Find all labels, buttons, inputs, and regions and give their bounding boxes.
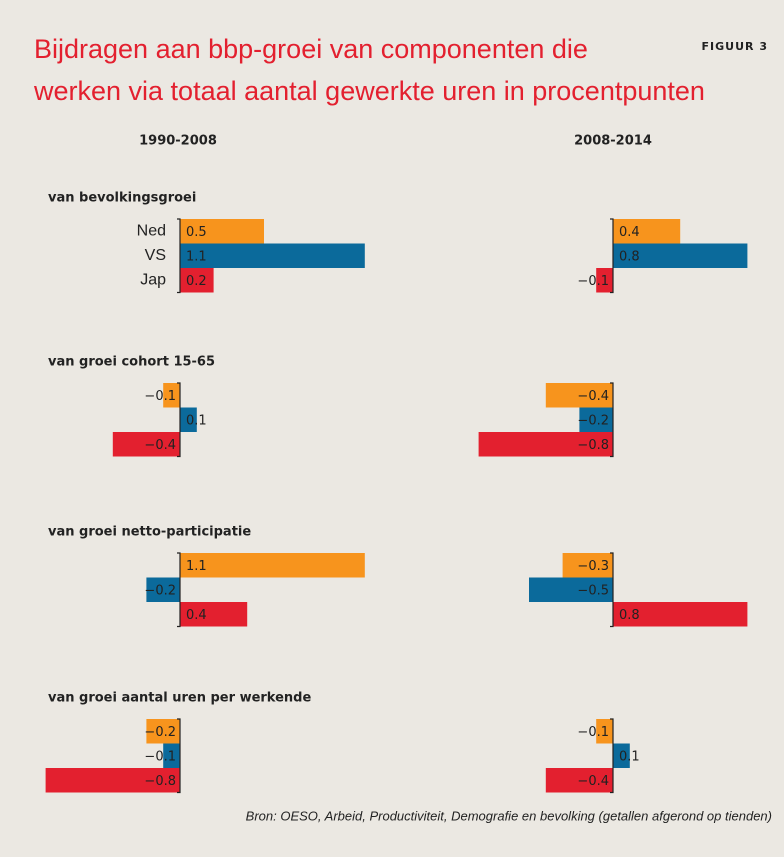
value-label: 1.1 xyxy=(186,559,207,574)
value-label: 0.5 xyxy=(186,225,207,240)
value-label: 0.8 xyxy=(619,249,640,264)
bar xyxy=(579,407,613,432)
zero-bracket xyxy=(177,718,181,794)
value-label: 0.1 xyxy=(186,413,207,428)
bar xyxy=(613,243,748,268)
zero-bracket xyxy=(177,552,181,628)
bar xyxy=(180,243,365,268)
zero-bracket xyxy=(610,552,614,628)
bar xyxy=(596,719,613,744)
bar xyxy=(613,602,748,627)
bar xyxy=(180,219,264,244)
column-header: 1990-2008 xyxy=(139,134,217,149)
bar xyxy=(146,577,180,602)
row-title: van groei aantal uren per werkende xyxy=(48,691,311,706)
bar xyxy=(529,577,613,602)
value-label: 1.1 xyxy=(186,249,207,264)
value-label: 0.4 xyxy=(186,608,207,623)
value-label: −0.4 xyxy=(577,389,609,404)
value-label: −0.1 xyxy=(577,274,609,289)
source: Bron: OESO, Arbeid, Productiviteit, Demo… xyxy=(246,808,772,823)
bar xyxy=(146,719,180,744)
value-label: −0.3 xyxy=(577,559,609,574)
value-label: −0.1 xyxy=(144,389,176,404)
row-title: van bevolkingsgroei xyxy=(48,191,196,206)
category-label: Jap xyxy=(140,271,166,288)
zero-bracket xyxy=(610,382,614,458)
value-label: −0.1 xyxy=(144,749,176,764)
value-label: −0.2 xyxy=(144,725,176,740)
bar xyxy=(545,383,613,408)
row-title: van groei cohort 15-65 xyxy=(48,355,215,370)
bar xyxy=(180,268,214,293)
value-label: −0.2 xyxy=(144,583,176,598)
value-label: −0.4 xyxy=(144,438,176,453)
value-label: 0.1 xyxy=(619,749,640,764)
bar xyxy=(545,768,613,793)
zero-bracket xyxy=(610,218,614,294)
zero-bracket xyxy=(177,382,181,458)
zero-bracket xyxy=(610,718,614,794)
value-label: −0.2 xyxy=(577,413,609,428)
value-label: 0.4 xyxy=(619,225,640,240)
row-title: van groei netto-participatie xyxy=(48,525,251,540)
bar xyxy=(613,743,630,768)
value-label: −0.8 xyxy=(144,774,176,789)
bar xyxy=(562,553,613,578)
bar xyxy=(478,432,613,457)
chart-title: Bijdragen aan bbp-groei van componenten … xyxy=(34,34,588,64)
zero-bracket xyxy=(177,218,181,294)
bar xyxy=(45,768,180,793)
value-label: 0.2 xyxy=(186,274,207,289)
bar xyxy=(163,743,180,768)
chart-title: werken via totaal aantal gewerkte uren i… xyxy=(33,76,705,106)
category-label: VS xyxy=(145,247,166,264)
bar xyxy=(112,432,180,457)
bar xyxy=(613,219,681,244)
value-label: −0.5 xyxy=(577,583,609,598)
figure-label: FIGUUR 3 xyxy=(702,40,768,53)
bar xyxy=(180,553,365,578)
value-label: 0.8 xyxy=(619,608,640,623)
bar xyxy=(180,407,197,432)
category-label: Ned xyxy=(137,222,166,239)
column-header: 2008-2014 xyxy=(574,134,652,149)
value-label: −0.4 xyxy=(577,774,609,789)
value-label: −0.8 xyxy=(577,438,609,453)
bar xyxy=(596,268,613,293)
bar xyxy=(180,602,248,627)
value-label: −0.1 xyxy=(577,725,609,740)
bar xyxy=(163,383,180,408)
